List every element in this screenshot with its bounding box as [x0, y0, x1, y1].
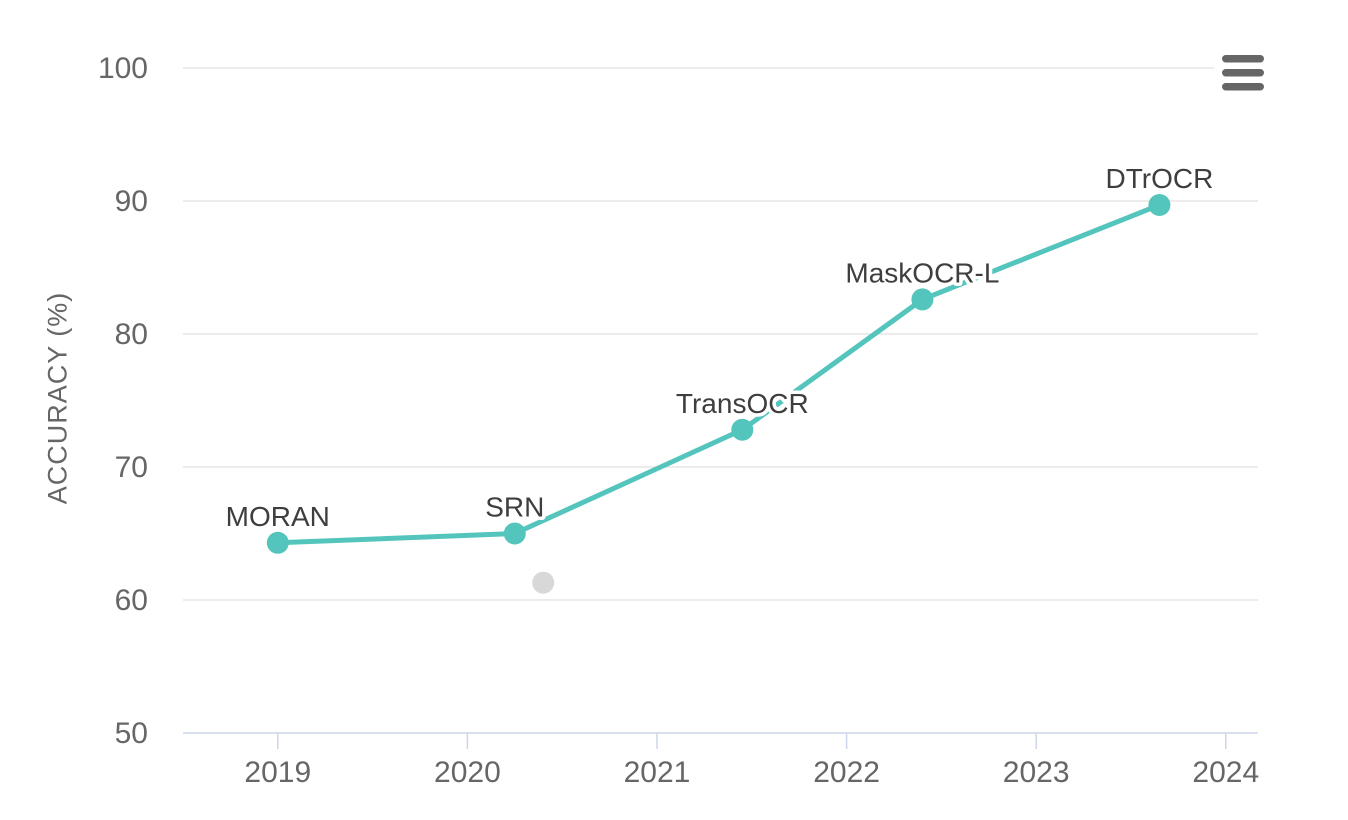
x-tick-label: 2021 [624, 756, 691, 789]
data-label-srn: SRN [485, 492, 544, 523]
data-point-moran[interactable] [266, 531, 289, 554]
y-tick-label: 80 [115, 318, 148, 351]
x-tick-label: 2019 [244, 756, 311, 789]
y-tick-label: 60 [115, 584, 148, 617]
data-label-transocr: TransOCR [676, 388, 809, 419]
y-tick-label: 100 [98, 52, 148, 85]
data-point-unlabeled[interactable] [532, 571, 555, 594]
y-tick-label: 70 [115, 451, 148, 484]
data-point-dtrocr[interactable] [1148, 193, 1171, 216]
x-tick-label: 2022 [813, 756, 880, 789]
x-tick-label: 2024 [1192, 756, 1259, 789]
data-label-dtrocr: DTrOCR [1105, 163, 1213, 194]
x-tick-label: 2020 [434, 756, 501, 789]
data-point-srn[interactable] [503, 522, 526, 545]
y-tick-label: 90 [115, 185, 148, 218]
data-point-maskocr-l[interactable] [911, 288, 934, 311]
data-label-maskocr-l: MaskOCR-L [845, 257, 999, 288]
hamburger-icon [1222, 55, 1264, 91]
series-line-ocr-models [275, 202, 1162, 546]
chart-menu-button[interactable] [1214, 48, 1272, 98]
data-point-transocr[interactable] [731, 418, 754, 441]
data-label-moran: MORAN [226, 501, 330, 532]
y-axis-title: ACCURACY (%) [42, 291, 73, 505]
y-tick-label: 50 [115, 717, 148, 750]
x-tick-label: 2023 [1003, 756, 1070, 789]
